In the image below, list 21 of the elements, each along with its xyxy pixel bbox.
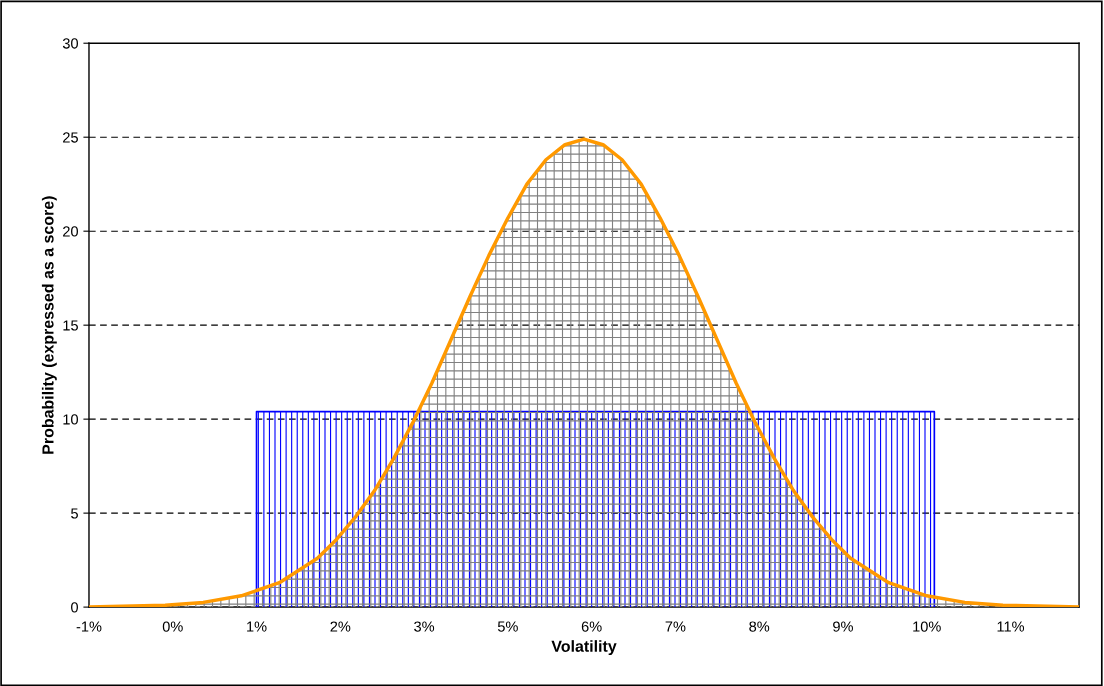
x-tick-label: 10% (913, 621, 941, 632)
x-tick-label: 3% (414, 621, 435, 632)
y-axis-title: Probability (expressed as a score) (41, 196, 57, 454)
y-tick-label: 0 (71, 602, 78, 613)
y-tick-label: 10 (63, 414, 78, 425)
x-tick-label: -1% (76, 621, 102, 632)
y-tick-label: 5 (71, 508, 78, 519)
y-tick-label: 20 (63, 226, 78, 237)
y-tick-label: 25 (63, 132, 78, 143)
y-tick-label: 15 (63, 320, 78, 331)
x-tick-label: 2% (330, 621, 351, 632)
x-tick-label: 11% (997, 621, 1025, 632)
x-tick-label: 5% (497, 621, 518, 632)
x-tick-label: 1% (247, 621, 267, 632)
x-axis-title: Volatility (551, 640, 617, 656)
x-tick-label: 9% (833, 621, 853, 632)
x-tick-label: 0% (162, 621, 183, 632)
x-tick-label: 6% (581, 621, 602, 632)
y-tick-label: 30 (62, 38, 78, 49)
x-tick-label: 7% (665, 621, 686, 632)
x-tick-label: 8% (749, 621, 770, 632)
